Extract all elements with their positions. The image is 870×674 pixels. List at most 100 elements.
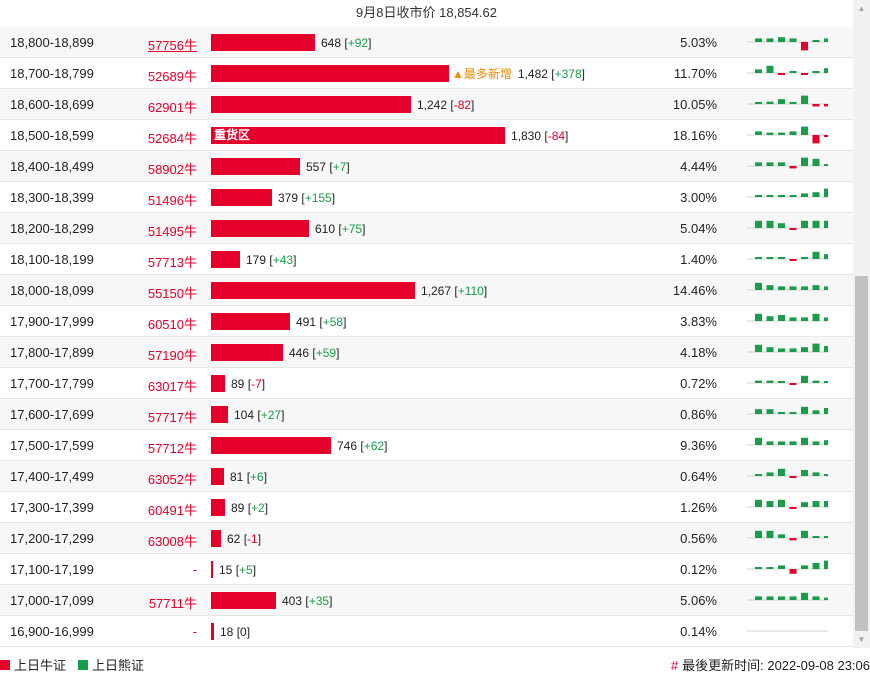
count-value: 446 [+59] [289, 345, 340, 360]
sparkline-bar [812, 501, 820, 507]
count-number: 62 [227, 531, 241, 546]
percent-value: 5.03% [680, 35, 717, 50]
count-delta: -84 [547, 128, 566, 143]
warrant-code[interactable]: 60491牛 [147, 503, 197, 518]
count-bar [211, 282, 415, 299]
percent-value: 0.14% [680, 624, 717, 639]
warrant-code[interactable]: 57713牛 [147, 255, 197, 270]
sparkline-bar [789, 131, 797, 135]
sparkline-bar [824, 135, 828, 137]
sparkline-bar [789, 102, 797, 104]
sparkline-bar [824, 38, 828, 42]
count-bar [211, 592, 276, 609]
sparkline-bar [824, 597, 828, 600]
warrant-code[interactable]: 63008牛 [147, 534, 197, 549]
warrant-code[interactable]: 52689牛 [147, 69, 197, 84]
count-delta: +378 [554, 66, 582, 81]
count-number: 403 [282, 593, 303, 608]
count-bar [211, 189, 272, 206]
sparkline-bar [789, 441, 797, 445]
sparkline-bar [789, 596, 797, 600]
warrant-code[interactable]: 57712牛 [147, 441, 197, 456]
count-value: 1,267 [+110] [421, 283, 488, 298]
count-bar [211, 437, 331, 454]
count-bar: 重货区 [211, 127, 505, 144]
sparkline-bar [824, 474, 828, 476]
sparkline-bar [824, 560, 828, 569]
warrant-code[interactable]: 57711牛 [148, 596, 197, 611]
sparkline [747, 251, 828, 261]
count-delta: +58 [322, 314, 344, 329]
strike-range: 17,600-17,699 [10, 407, 94, 422]
sparkline [747, 499, 828, 509]
count-number: 648 [321, 35, 342, 50]
count-value: 403 [+35] [282, 593, 333, 608]
count-bar [211, 468, 224, 485]
sparkline-bar [778, 37, 785, 42]
warrant-code[interactable]: 51495牛 [147, 224, 197, 239]
count-bar [211, 313, 290, 330]
scroll-down-icon[interactable]: ▼ [857, 635, 866, 644]
sparkline-bar [824, 68, 828, 73]
table-row: 17,900-17,999 60510牛 491 [+58] 3.83% [0, 306, 853, 337]
sparkline-bar [801, 565, 808, 569]
sparkline-bar [812, 40, 820, 42]
strike-range: 17,900-17,999 [10, 314, 94, 329]
percent-value: 0.12% [680, 562, 717, 577]
sparkline-bar [789, 476, 797, 478]
sparkline-bar [755, 530, 762, 538]
sparkline-bar [812, 285, 820, 290]
scroll-thumb[interactable] [855, 276, 868, 631]
sparkline-bar [824, 188, 828, 197]
sparkline [747, 37, 828, 51]
sparkline-bar [766, 162, 774, 166]
sparkline-bar [789, 195, 797, 197]
warrant-code[interactable]: 60510牛 [147, 317, 197, 332]
count-bar-group: 62 [-1] [211, 530, 261, 547]
sparkline-bar [766, 65, 774, 73]
sparkline-bar [755, 220, 762, 228]
sparkline-bar [812, 380, 820, 383]
sparkline-bar [801, 375, 808, 383]
warrant-code[interactable]: 57756牛 [147, 38, 197, 53]
warrant-code[interactable]: 62901牛 [147, 100, 197, 115]
percent-value: 3.83% [680, 314, 717, 329]
percent-value: 14.46% [672, 283, 717, 298]
warrant-code[interactable]: 57717牛 [147, 410, 197, 425]
count-value: 104 [+27] [234, 407, 285, 422]
warrant-code[interactable]: 52684牛 [147, 131, 197, 146]
count-number: 610 [315, 221, 336, 236]
sparkline-bar [801, 157, 808, 166]
count-delta: +43 [272, 252, 294, 267]
table-row: 17,000-17,099 57711牛 403 [+35] 5.06% [0, 585, 853, 616]
warrant-code[interactable]: 63052牛 [147, 472, 197, 487]
last-updated-text: 最後更新时间: 2022-09-08 23:06 [682, 658, 870, 673]
sparkline [747, 282, 828, 291]
sparkline-bar [789, 507, 797, 509]
sparkline-bar [789, 317, 797, 321]
sparkline-bar [801, 73, 808, 75]
scroll-up-icon[interactable]: ▲ [857, 4, 866, 13]
percent-value: 5.04% [680, 221, 717, 236]
count-bar-group: 89 [+2] [211, 499, 268, 516]
warrant-code[interactable]: 58902牛 [147, 162, 197, 177]
sparkline-bar [812, 596, 820, 600]
warrant-code[interactable]: 51496牛 [147, 193, 197, 208]
percent-value: 9.36% [680, 438, 717, 453]
sparkline-bar [766, 257, 774, 259]
scrollbar[interactable]: ▲ ▼ [853, 0, 870, 648]
warrant-code[interactable]: 63017牛 [147, 379, 197, 394]
sparkline-bar [812, 441, 820, 445]
count-bar-group: ▲最多新增 1,482 [+378] [211, 65, 585, 82]
sparkline-bar [789, 348, 797, 352]
sparkline-bar [766, 347, 774, 352]
sparkline-bar [755, 195, 762, 197]
page-title: 9月8日收市价 18,854.62 [0, 0, 853, 28]
warrant-code[interactable]: 57190牛 [147, 348, 197, 363]
sparkline-bar [789, 166, 797, 169]
warrant-code[interactable]: 55150牛 [147, 286, 197, 301]
count-number: 1,830 [511, 128, 542, 143]
count-delta: +27 [260, 407, 282, 422]
count-delta: -1 [247, 531, 258, 546]
table-row: 18,300-18,399 51496牛 379 [+155] 3.00% [0, 182, 853, 213]
